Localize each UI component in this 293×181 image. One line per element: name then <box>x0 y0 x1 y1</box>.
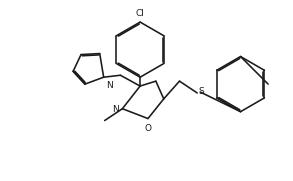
Text: N: N <box>107 81 113 90</box>
Text: S: S <box>198 87 204 96</box>
Text: O: O <box>144 125 151 133</box>
Text: N: N <box>112 105 118 114</box>
Text: Cl: Cl <box>136 9 144 18</box>
